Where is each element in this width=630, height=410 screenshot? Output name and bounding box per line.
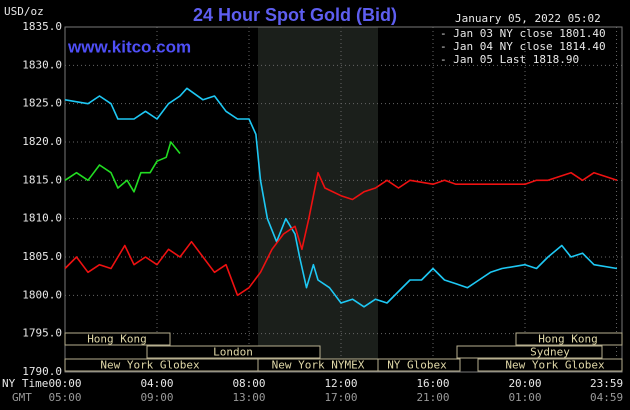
y-tick-label: 1790.0	[22, 365, 62, 378]
gmt-label: GMT	[12, 391, 32, 404]
y-tick-label: 1810.0	[22, 212, 62, 225]
session-label: NY Globex	[387, 359, 447, 372]
series-line	[64, 141, 181, 193]
plot-frame	[64, 26, 623, 373]
session-label: Hong Kong	[538, 333, 598, 346]
session-label: Sydney	[530, 346, 570, 359]
y-tick-label: 1805.0	[22, 250, 62, 263]
x-tick-label: 04:00	[140, 377, 173, 390]
session-bar	[456, 345, 603, 359]
ny-time-label: NY Time	[2, 377, 48, 390]
session-label: New York Globex	[100, 359, 200, 372]
gmt-tick-label: 04:59	[590, 391, 623, 404]
y-tick-label: 1825.0	[22, 97, 62, 110]
gmt-tick-label: 21:00	[416, 391, 449, 404]
session-label: New York Globex	[505, 359, 605, 372]
legend-entry: - Jan 05 Last 1818.90	[440, 53, 579, 66]
x-tick-label: 16:00	[416, 377, 449, 390]
y-tick-label: 1835.0	[22, 20, 62, 33]
legend-entry: - Jan 03 NY close 1801.40	[440, 27, 606, 40]
y-tick-label: 1800.0	[22, 288, 62, 301]
session-bar	[146, 345, 321, 359]
y-tick-label: 1795.0	[22, 327, 62, 340]
series-line	[64, 87, 618, 308]
y-tick-label: 1830.0	[22, 58, 62, 71]
session-label: New York NYMEX	[272, 359, 365, 372]
session-bar	[64, 332, 171, 346]
legend-entry: - Jan 04 NY close 1814.40	[440, 40, 606, 53]
x-tick-label: 00:00	[48, 377, 81, 390]
session-bar	[377, 358, 461, 372]
chart-title: 24 Hour Spot Gold (Bid)	[193, 5, 397, 25]
gmt-tick-label: 17:00	[324, 391, 357, 404]
watermark: www.kitco.com	[67, 37, 191, 56]
session-bars: Hong Kong Hong Kong London Sydney New Yo…	[64, 332, 623, 372]
x-tick-label: 20:00	[508, 377, 541, 390]
unit-label: USD/oz	[4, 5, 44, 18]
series-line	[64, 171, 618, 297]
timestamp: January 05, 2022 05:02	[455, 12, 601, 25]
session-bar	[515, 332, 623, 346]
y-tick-label: 1815.0	[22, 173, 62, 186]
gmt-tick-label: 01:00	[508, 391, 541, 404]
gmt-tick-label: 09:00	[140, 391, 173, 404]
gmt-tick-label: 13:00	[232, 391, 265, 404]
session-label: Hong Kong	[87, 333, 147, 346]
y-tick-label: 1820.0	[22, 135, 62, 148]
session-bar	[477, 358, 623, 372]
x-tick-label: 12:00	[324, 377, 357, 390]
x-tick-label: 23:59	[590, 377, 623, 390]
gmt-tick-label: 05:00	[48, 391, 81, 404]
nymex-shade	[258, 27, 378, 372]
x-tick-label: 08:00	[232, 377, 265, 390]
session-label: London	[213, 346, 253, 359]
